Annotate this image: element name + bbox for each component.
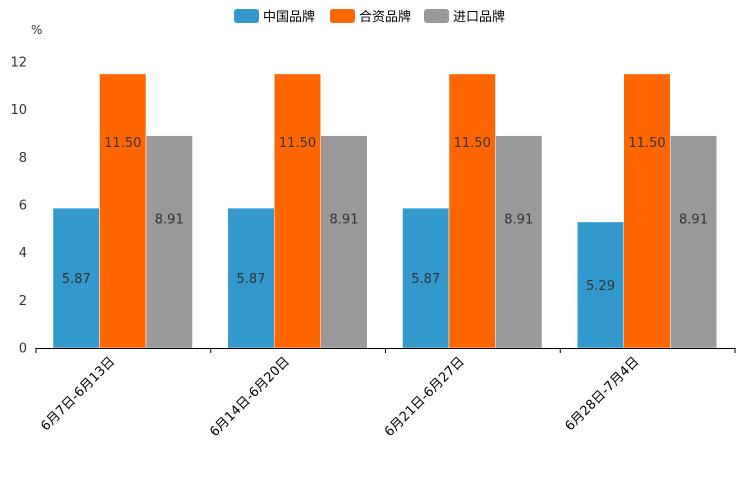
x-tick-label: 6月28日-7月4日	[563, 354, 643, 434]
y-tick-label: 2	[19, 294, 27, 309]
legend-item[interactable]: 进口品牌	[424, 9, 505, 25]
x-tick-label: 6月21日-6月27日	[382, 354, 468, 440]
legend-label: 合资品牌	[359, 9, 411, 25]
bar	[145, 135, 193, 349]
legend-swatch	[424, 9, 449, 23]
bar	[448, 73, 496, 349]
x-axis: 6月7日-6月13日 6月14日-6月20日 6月21日-6月27日 6月28日-7月…	[35, 348, 736, 440]
data-label: 11.50	[104, 136, 141, 151]
bar	[99, 73, 147, 349]
y-tick-label: 4	[19, 246, 27, 261]
bar	[623, 73, 671, 349]
legend-label: 中国品牌	[263, 9, 315, 25]
data-label: 8.91	[155, 212, 184, 227]
legend-item[interactable]: 中国品牌	[234, 9, 315, 25]
data-label: 11.50	[628, 136, 665, 151]
legend: 中国品牌 合资品牌 进口品牌	[234, 9, 505, 25]
y-tick-label: 12	[10, 56, 27, 71]
bar	[577, 221, 624, 349]
y-tick-label: 10	[10, 103, 27, 118]
bar	[320, 135, 368, 349]
bar	[274, 73, 321, 349]
x-tick-label: 6月7日-6月13日	[38, 354, 118, 434]
y-tick-label: 0	[19, 342, 27, 357]
data-label: 8.91	[504, 212, 533, 227]
y-tick-label: 8	[19, 151, 27, 166]
bar	[52, 207, 100, 349]
x-tick-label: 6月14日-6月20日	[207, 354, 293, 440]
data-label: 5.87	[411, 272, 440, 287]
data-label: 5.29	[586, 279, 615, 294]
y-axis: 0 2 4 6 8 10 12	[10, 56, 27, 357]
legend-label: 进口品牌	[453, 9, 505, 25]
legend-swatch	[330, 9, 355, 23]
bar	[402, 207, 450, 349]
data-label: 5.87	[237, 272, 266, 287]
data-label: 8.91	[330, 212, 359, 227]
legend-swatch	[234, 9, 259, 23]
bar	[670, 135, 717, 349]
data-label: 11.50	[454, 136, 491, 151]
data-label: 8.91	[679, 212, 708, 227]
bar	[495, 135, 543, 349]
data-label: 11.50	[279, 136, 316, 151]
y-tick-label: 6	[19, 199, 27, 214]
y-axis-unit-label: %	[31, 23, 42, 37]
data-label: 5.87	[62, 272, 91, 287]
legend-item[interactable]: 合资品牌	[330, 9, 411, 25]
bars: 5.87 5.87 5.87 5.29 11.50 11.50 11.50 11.50 8.91…	[52, 73, 717, 349]
bar	[227, 207, 275, 349]
